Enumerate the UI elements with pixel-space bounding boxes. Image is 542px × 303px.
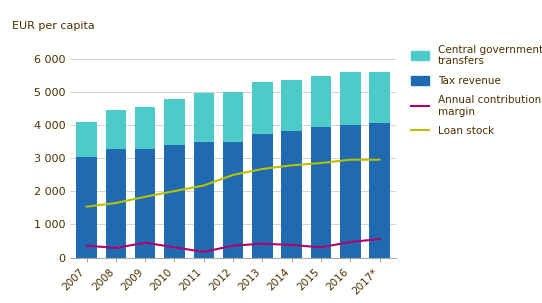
Bar [135, 149, 156, 258]
Bar [223, 142, 243, 258]
Bar [106, 110, 126, 149]
Bar [340, 125, 360, 258]
Bar [193, 93, 214, 142]
Bar [281, 131, 302, 258]
Bar [252, 134, 273, 258]
Bar [76, 157, 97, 258]
Bar [281, 80, 302, 131]
Bar [369, 72, 390, 123]
Bar [76, 122, 97, 157]
Bar [252, 82, 273, 134]
Bar [311, 127, 331, 258]
Bar [223, 92, 243, 142]
Bar [311, 76, 331, 127]
Bar [164, 145, 185, 258]
Bar [135, 107, 156, 149]
Bar [193, 142, 214, 258]
Bar [164, 98, 185, 145]
Legend: Central government
transfers, Tax revenue, Annual contribution
margin, Loan stoc: Central government transfers, Tax revenu… [411, 45, 542, 136]
Bar [340, 72, 360, 125]
Bar [369, 123, 390, 258]
Text: EUR per capita: EUR per capita [12, 21, 95, 31]
Bar [106, 149, 126, 258]
